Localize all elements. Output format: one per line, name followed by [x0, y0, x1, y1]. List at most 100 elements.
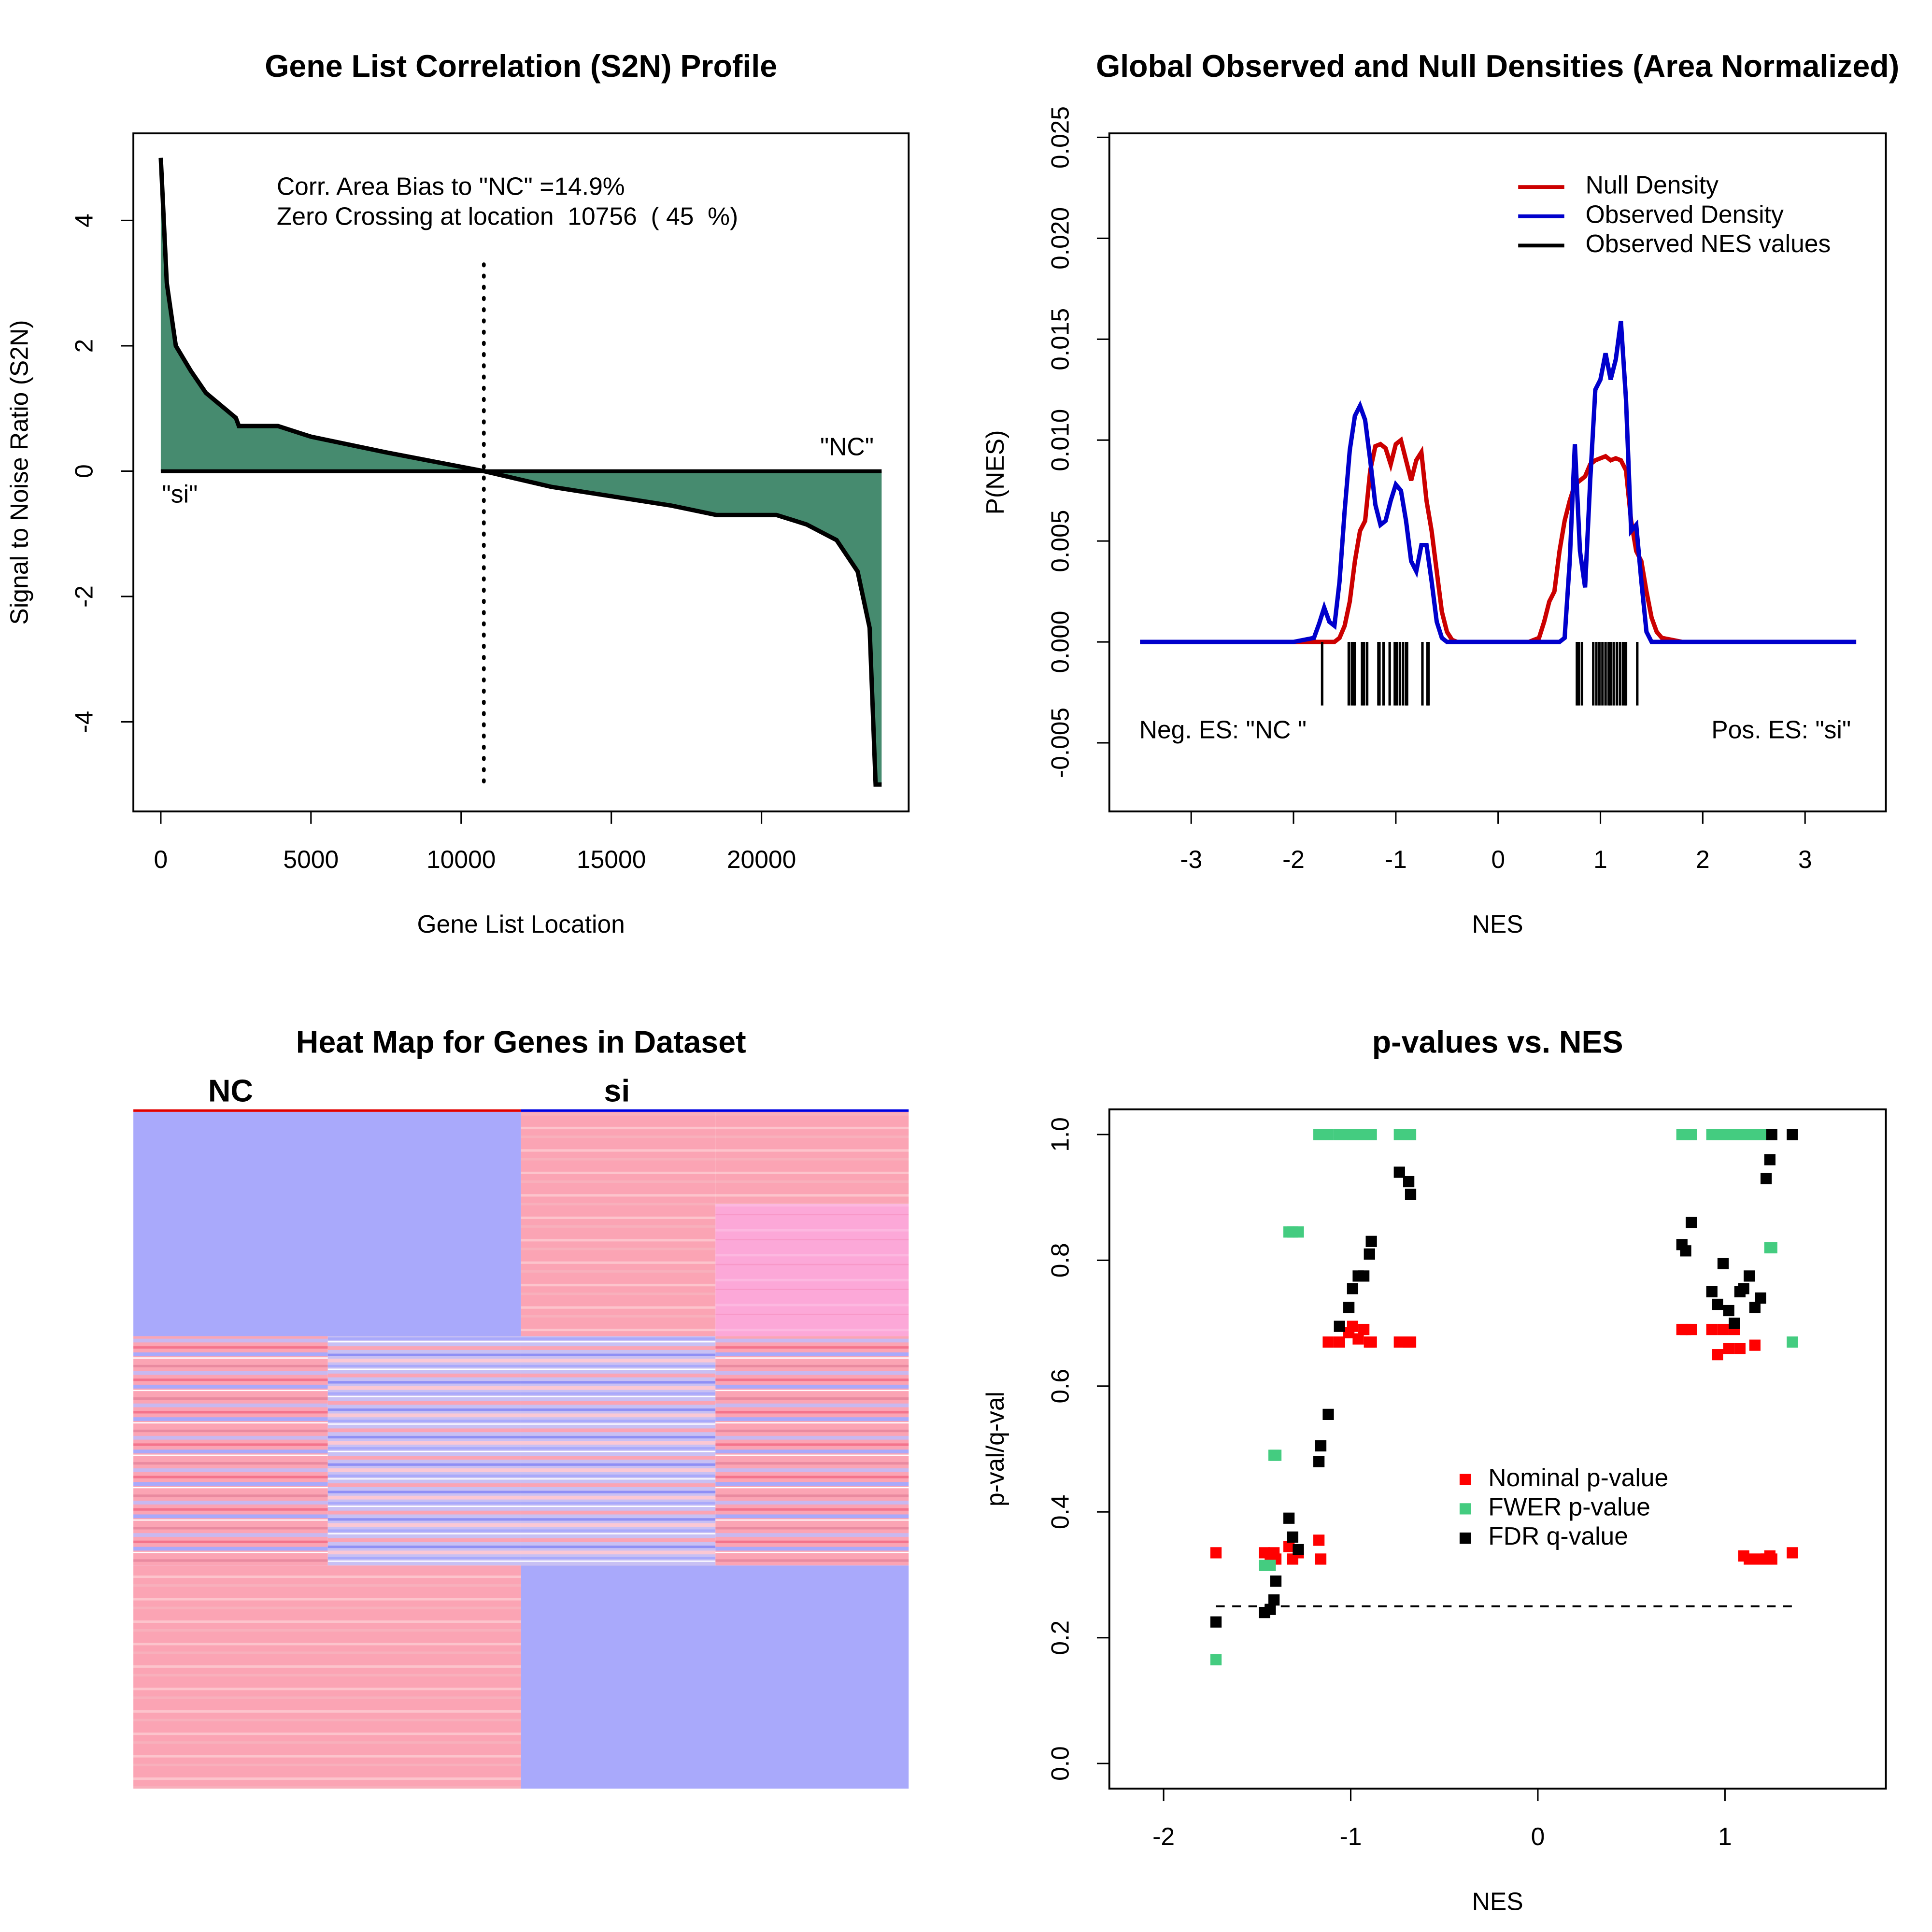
legend-label: FWER p-value [1488, 1493, 1650, 1521]
legend-label: FDR q-value [1488, 1522, 1628, 1550]
heatmap-block [521, 1565, 909, 1789]
point [1365, 1236, 1377, 1247]
point [1264, 1604, 1276, 1615]
chart-title: Heat Map for Genes in Dataset [296, 1025, 746, 1060]
point [1405, 1188, 1417, 1200]
side-label: "si" [162, 480, 198, 508]
point [1403, 1176, 1415, 1188]
x-axis-label: NES [1472, 910, 1523, 938]
y-tick-label: 0 [70, 464, 98, 478]
point [1365, 1129, 1377, 1140]
y-tick-label: 0.010 [1046, 409, 1074, 471]
heatmap-block [521, 1336, 716, 1566]
point [1270, 1449, 1282, 1461]
point [1755, 1292, 1766, 1304]
point [1352, 1333, 1364, 1345]
x-tick-label: -1 [1385, 845, 1407, 873]
y-tick-label: 0.0 [1046, 1746, 1074, 1781]
point [1358, 1270, 1370, 1282]
heatmap-block [133, 1336, 328, 1566]
heatmap-block [715, 1336, 909, 1566]
x-tick-label: 2 [1696, 845, 1710, 873]
point [1787, 1547, 1798, 1559]
x-tick-label: 3 [1798, 845, 1812, 873]
point [1347, 1321, 1359, 1332]
x-tick-label: -2 [1152, 1822, 1175, 1850]
y-tick-label: -0.005 [1046, 708, 1074, 778]
x-tick-label: -2 [1282, 845, 1305, 873]
annotation: Neg. ES: "NC " [1139, 715, 1307, 743]
point [1729, 1317, 1740, 1329]
density-line [1140, 436, 1857, 644]
point [1322, 1408, 1334, 1420]
point [1723, 1305, 1734, 1317]
x-tick-label: 0 [154, 845, 168, 873]
point [1293, 1544, 1304, 1555]
heatmap-block [133, 1111, 521, 1336]
plot-frame [132, 132, 910, 812]
x-tick-label: -1 [1340, 1822, 1362, 1850]
legend-label: Nominal p-value [1488, 1463, 1668, 1492]
heatmap-block [715, 1204, 909, 1336]
point [1264, 1560, 1276, 1571]
point [1283, 1512, 1295, 1524]
point [1268, 1594, 1280, 1606]
y-tick-label: 0.025 [1046, 106, 1074, 169]
legend-swatch [1459, 1503, 1471, 1515]
point [1270, 1575, 1282, 1587]
y-tick-label: 0.000 [1046, 611, 1074, 673]
point [1347, 1283, 1359, 1294]
density-line [1140, 321, 1857, 644]
y-tick-label: 0.8 [1046, 1243, 1074, 1278]
point [1766, 1242, 1777, 1253]
point [1343, 1302, 1355, 1313]
point [1764, 1154, 1776, 1165]
point [1287, 1531, 1299, 1543]
point [1315, 1553, 1327, 1565]
y-tick-label: 2 [70, 339, 98, 353]
y-tick-label: 0.6 [1046, 1369, 1074, 1404]
point [1744, 1270, 1755, 1282]
y-tick-label: 1.0 [1046, 1117, 1074, 1152]
point [1334, 1129, 1345, 1140]
point [1313, 1456, 1325, 1467]
point [1787, 1129, 1798, 1140]
point [1210, 1616, 1222, 1628]
heatmap-block [521, 1111, 716, 1336]
point [1393, 1129, 1405, 1140]
point [1685, 1323, 1697, 1335]
y-axis-label: p-val/q-val [981, 1392, 1009, 1506]
heatmap-block [327, 1336, 521, 1566]
x-axis-label: NES [1472, 1887, 1523, 1915]
legend-label: Null Density [1586, 171, 1719, 199]
y-tick-label: 0.020 [1046, 207, 1074, 270]
heatmap-block [133, 1565, 521, 1789]
point [1685, 1217, 1697, 1228]
profile-line [158, 157, 882, 787]
point [1364, 1248, 1375, 1260]
y-axis-label: Signal to Noise Ratio (S2N) [5, 320, 33, 625]
point [1738, 1283, 1749, 1294]
x-tick-label: 1 [1718, 1822, 1732, 1850]
point [1766, 1129, 1777, 1140]
annotation: Pos. ES: "si" [1711, 715, 1851, 743]
y-tick-label: -2 [70, 585, 98, 608]
y-tick-label: 0.4 [1046, 1494, 1074, 1529]
chart-title: p-values vs. NES [1372, 1025, 1623, 1060]
x-tick-label: 0 [1531, 1822, 1545, 1850]
side-label: "NC" [820, 433, 874, 461]
point [1712, 1349, 1723, 1361]
annotation: Zero Crossing at location 10756 ( 45 %) [277, 202, 738, 230]
y-tick-label: 0.2 [1046, 1620, 1074, 1655]
x-tick-label: 5000 [283, 845, 339, 873]
point [1787, 1336, 1798, 1348]
point [1712, 1298, 1723, 1310]
point [1393, 1166, 1405, 1178]
point [1766, 1553, 1777, 1565]
point [1749, 1339, 1761, 1351]
point [1283, 1541, 1295, 1552]
x-tick-label: 0 [1491, 845, 1505, 873]
x-tick-label: -3 [1180, 845, 1202, 873]
y-tick-label: 0.005 [1046, 510, 1074, 572]
x-tick-label: 15000 [577, 845, 646, 873]
